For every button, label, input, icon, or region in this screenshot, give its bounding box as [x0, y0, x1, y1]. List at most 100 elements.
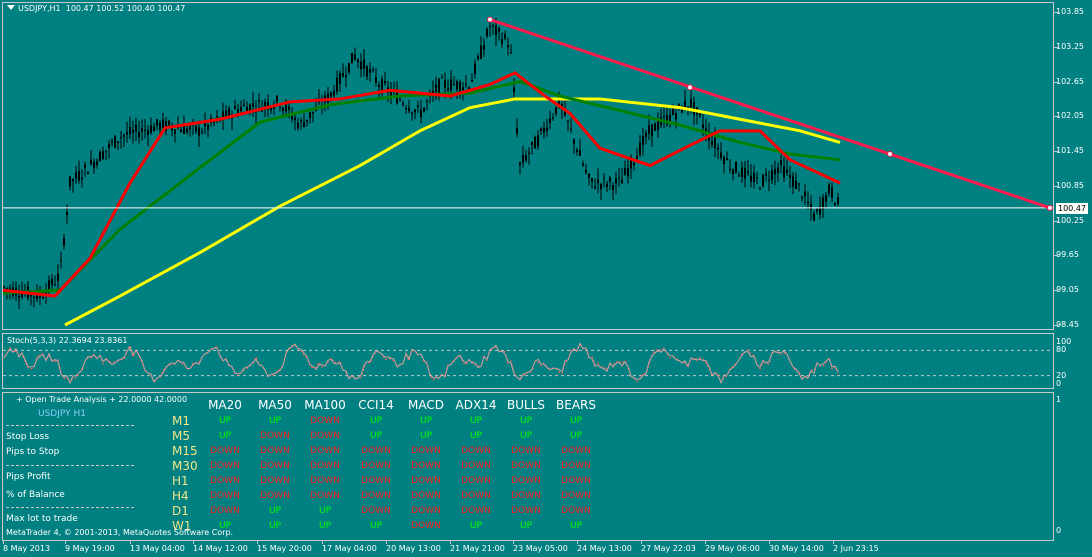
price-bar-body [648, 125, 650, 134]
price-bar-body [48, 280, 50, 290]
price-bar-body [813, 213, 815, 221]
price-bar-body [633, 162, 635, 165]
price-bar-body [609, 177, 611, 182]
price-bar-body [297, 122, 299, 129]
price-bar-body [702, 124, 704, 128]
price-bar-body [264, 102, 266, 106]
price-bar-body [207, 124, 209, 130]
price-bar-body [159, 122, 161, 130]
price-bar-body [669, 115, 671, 122]
time-axis-tick [386, 541, 387, 544]
stochastic-axis-label: 0 [1056, 379, 1062, 388]
price-bar-body [576, 149, 578, 152]
price-axis-label: 98.45 [1056, 320, 1079, 329]
stochastic-pane[interactable] [2, 333, 1054, 389]
price-bar-body [510, 52, 512, 54]
price-bar-body [495, 25, 497, 35]
price-bar-body [639, 142, 641, 155]
price-bar-body [285, 104, 287, 112]
price-bar-body [252, 103, 254, 107]
price-bar-body [294, 117, 296, 121]
price-bar-body [6, 288, 8, 290]
dropdown-triangle-icon[interactable] [7, 5, 15, 10]
stochastic-axis-label: 80 [1056, 345, 1067, 355]
price-bar-body [480, 45, 482, 59]
price-bar-body [723, 157, 725, 165]
price-bar-body [123, 135, 125, 137]
price-bar-body [180, 129, 182, 133]
price-bar-body [333, 91, 335, 96]
price-bar-body [198, 127, 200, 136]
price-bar-body [276, 95, 278, 102]
matrix-cell: DOWN [411, 446, 441, 456]
matrix-cell: DOWN [411, 476, 441, 486]
price-bar-body [465, 83, 467, 85]
price-bar-body [717, 147, 719, 150]
price-bar-body [825, 195, 827, 202]
price-bar-body [585, 169, 587, 173]
price-bar-body [630, 157, 632, 169]
indicator-title: + Open Trade Analysis + 22.0000 42.0000 [16, 395, 188, 404]
time-axis-label: 9 May 19:00 [65, 544, 115, 553]
price-bar-body [699, 113, 701, 116]
price-bar-body [783, 165, 785, 178]
price-bar-body [819, 206, 821, 215]
price-bar-body [714, 137, 716, 149]
price-bar-body [792, 176, 794, 187]
price-bar-body [582, 163, 584, 166]
price-bar-body [240, 107, 242, 112]
matrix-timeframe-label: W1 [172, 519, 192, 533]
price-bar-body [747, 171, 749, 174]
price-axis-tick [1054, 81, 1058, 83]
price-bar-body [798, 183, 800, 185]
matrix-cell: DOWN [310, 476, 340, 486]
price-bar-body [720, 152, 722, 158]
price-bar-body [597, 179, 599, 184]
current-price-tag: 100.47 [1056, 202, 1088, 214]
price-bar-body [348, 62, 350, 73]
price-axis-tick [1054, 12, 1058, 13]
matrix-column-header: CCI14 [358, 398, 394, 412]
matrix-cell: UP [369, 521, 382, 531]
pips-to-stop-label: Pips to Stop [6, 447, 60, 457]
time-axis-label: 21 May 21:00 [450, 544, 505, 553]
matrix-cell: DOWN [361, 446, 391, 456]
price-bar-body [525, 155, 527, 161]
price-bar-body [588, 173, 590, 179]
matrix-cell: UP [569, 416, 582, 426]
pips-profit-label: Pips Profit [6, 472, 51, 482]
price-bar-body [528, 152, 530, 154]
price-chart-pane[interactable] [2, 2, 1054, 330]
trendline-anchor [487, 16, 493, 23]
price-bar-body [810, 203, 812, 210]
price-bar-body [9, 287, 11, 291]
price-bar-body [612, 185, 614, 190]
price-bar-body [801, 196, 803, 199]
time-axis-label: 15 May 20:00 [257, 544, 312, 553]
price-bar-body [291, 116, 293, 120]
price-bar-body [837, 197, 839, 204]
trade-analysis-pane[interactable] [2, 392, 1054, 541]
price-bar-body [111, 141, 113, 143]
time-axis-tick [322, 541, 323, 544]
price-bar-body [72, 179, 74, 182]
time-axis-label: 13 May 04:00 [130, 544, 185, 553]
matrix-cell: DOWN [361, 476, 391, 486]
price-bar-body [258, 99, 260, 102]
price-bar-body [441, 77, 443, 79]
price-bar-body [540, 128, 542, 132]
price-bar-body [435, 84, 437, 92]
price-bar-body [168, 120, 170, 126]
trendline-anchor [687, 84, 693, 91]
price-bar-body [642, 136, 644, 145]
matrix-timeframe-label: M1 [172, 414, 190, 428]
price-bar-body [288, 106, 290, 110]
price-bar-body [750, 175, 752, 182]
time-axis-label: 2 Jun 23:15 [833, 544, 879, 553]
price-bar-body [492, 24, 494, 27]
matrix-cell: DOWN [361, 491, 391, 501]
price-bar-body [522, 155, 524, 163]
price-bar-body [51, 278, 53, 285]
matrix-column-header: MACD [408, 398, 444, 412]
matrix-cell: UP [569, 431, 582, 441]
